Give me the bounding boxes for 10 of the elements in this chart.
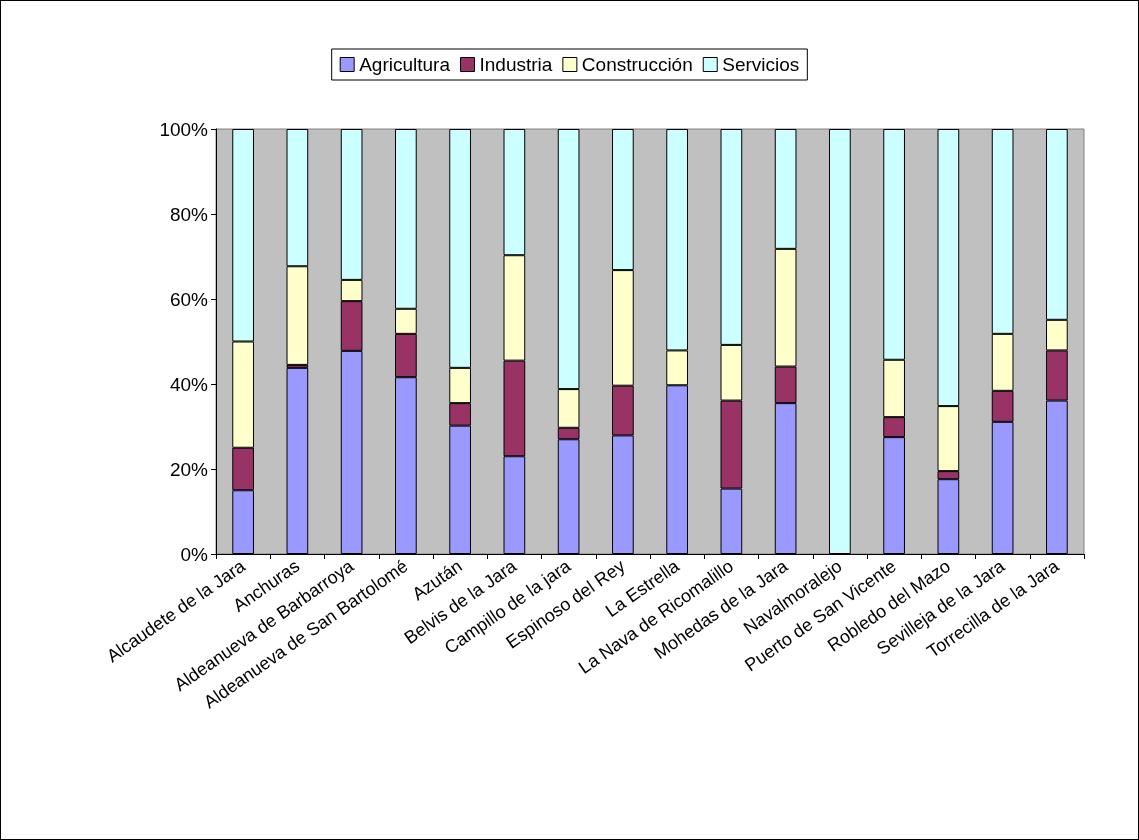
legend-label: Servicios — [722, 54, 800, 75]
y-tick-label: 80% — [169, 203, 209, 225]
y-tick-label: 0% — [180, 543, 209, 565]
y-tick-label: 100% — [159, 118, 209, 140]
legend-label: Agricultura — [359, 54, 451, 75]
legend-label: Industria — [479, 54, 553, 75]
legend-label: Construcción — [581, 54, 693, 75]
y-tick-label: 20% — [169, 458, 209, 480]
y-tick-label: 40% — [169, 373, 209, 395]
y-tick-label: 60% — [169, 288, 209, 310]
